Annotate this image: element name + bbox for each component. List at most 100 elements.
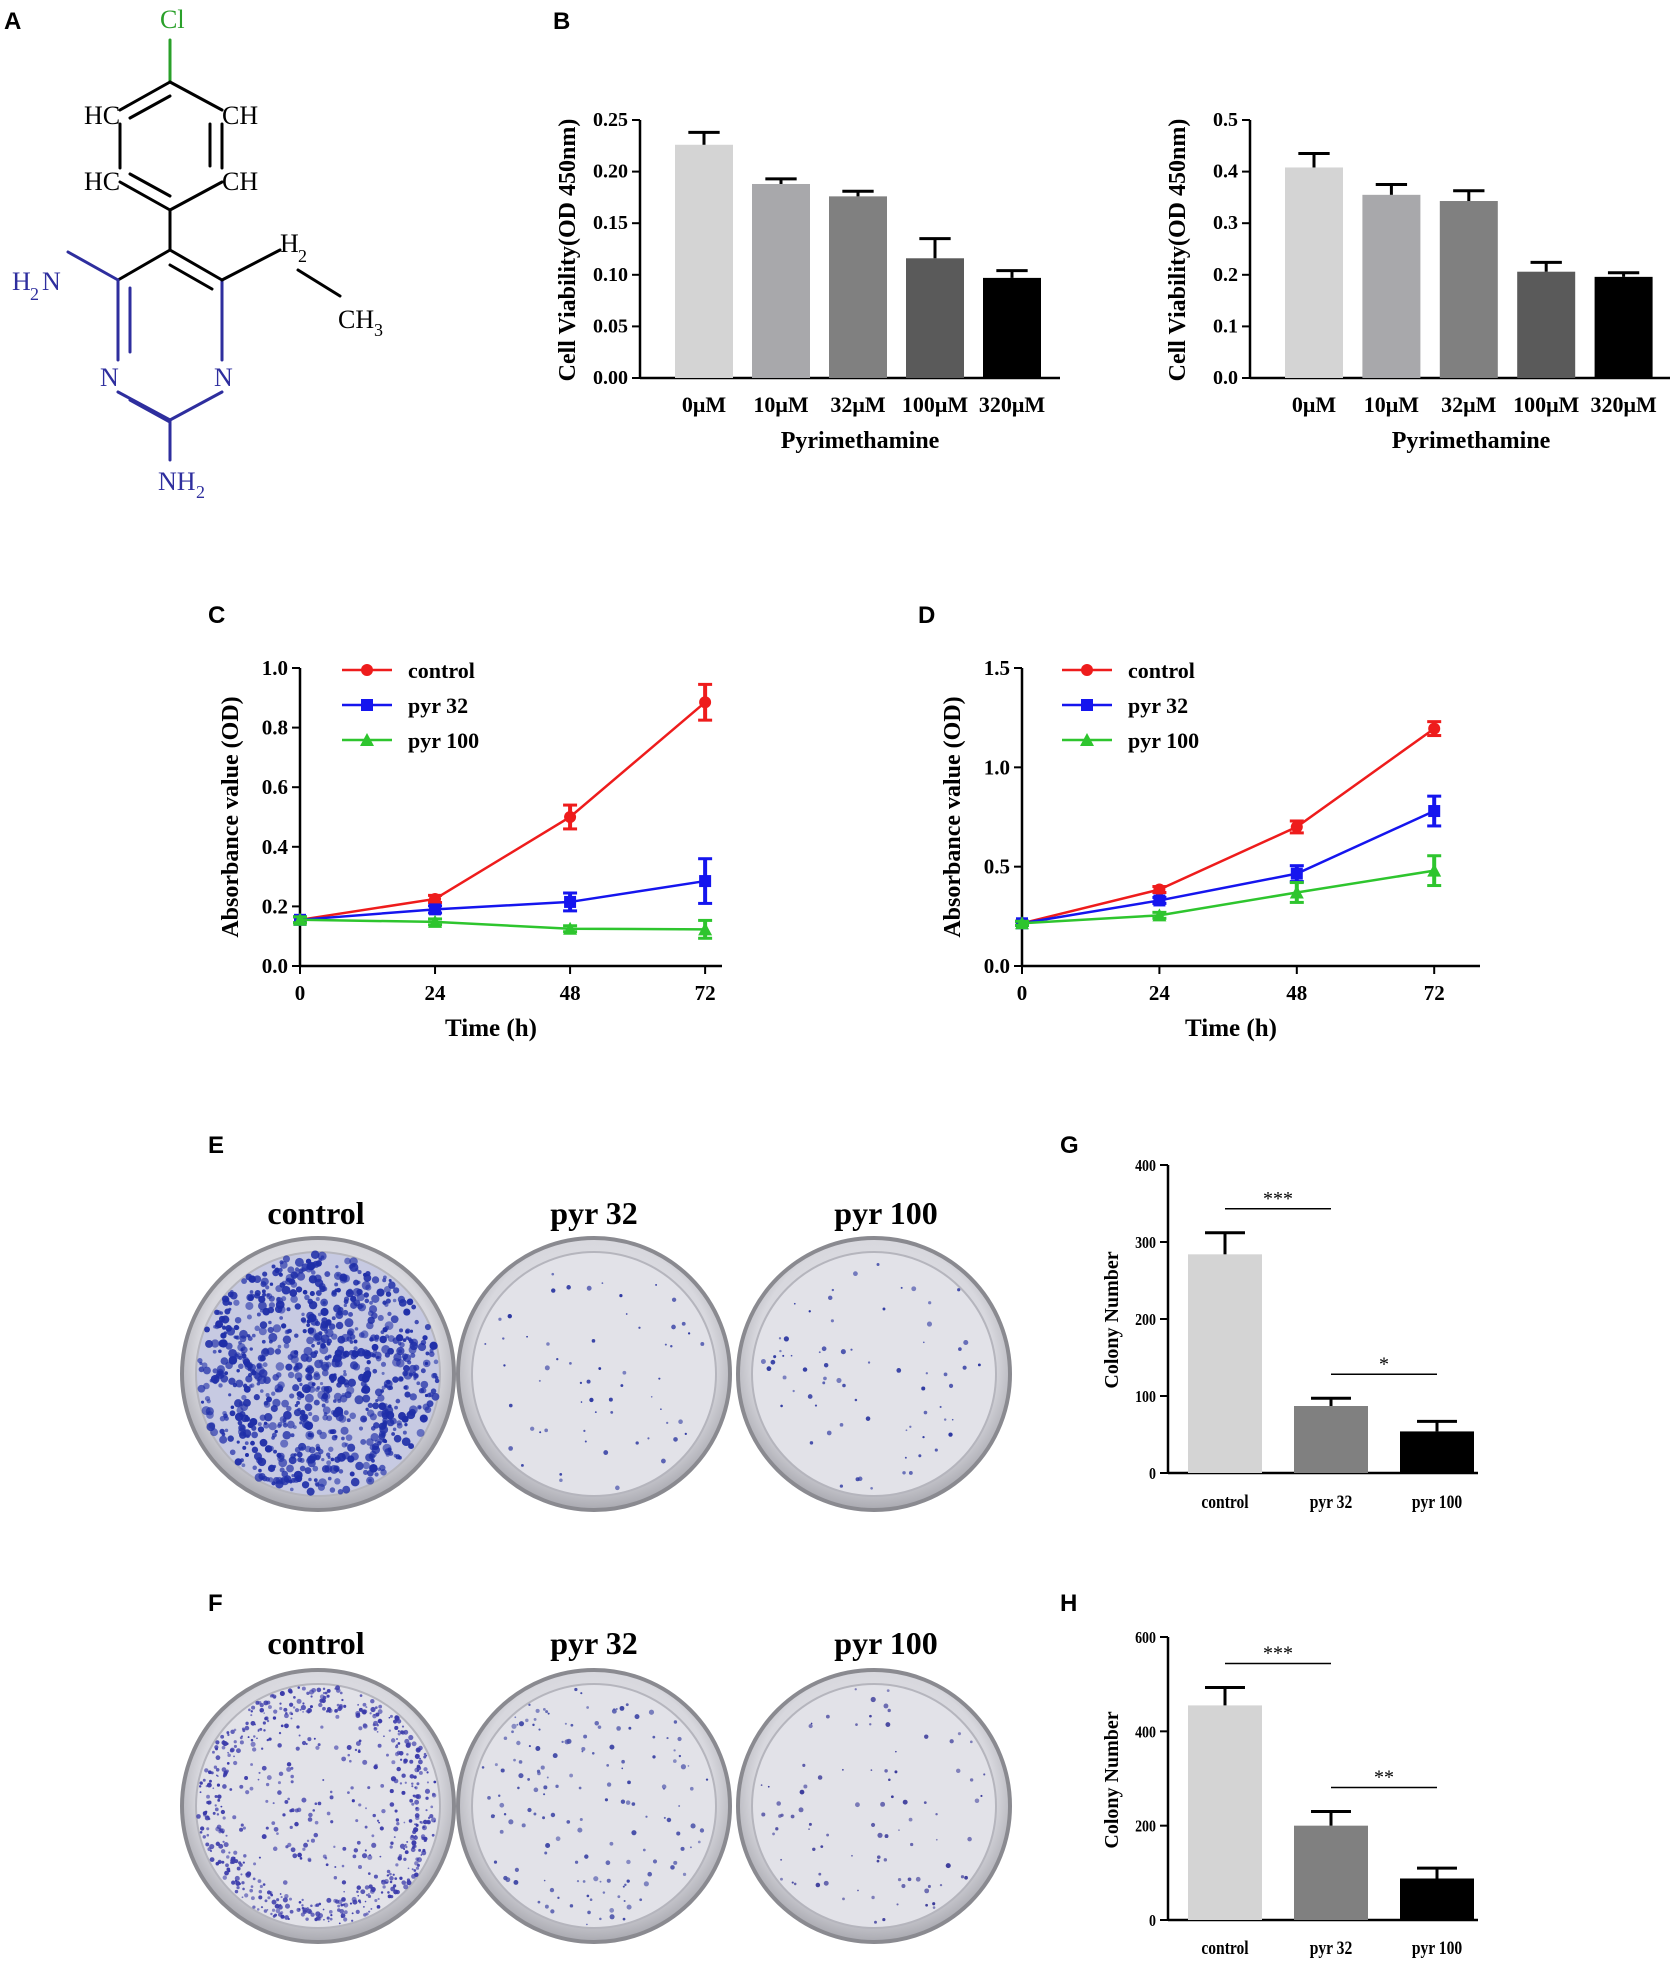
y-tick-label: 1.0 [262, 656, 288, 680]
series-line [1021, 809, 1435, 925]
y-tick-label: 200 [1135, 1311, 1156, 1330]
line-chart-d: 0.0 0.5 1.0 1.5 0 24 48 72 Time (h) Absorbance va… [940, 656, 1480, 1042]
bar [906, 258, 964, 378]
dish-label-e-pyr32: pyr 32 [550, 1195, 638, 1231]
x-tick-label: 0μM [682, 392, 726, 417]
x-tick-label: 24 [1149, 981, 1171, 1005]
y-axis-label: Absorbance value (OD) [218, 696, 244, 937]
panel-letter-f: F [208, 1590, 223, 1617]
legend-label: pyr 32 [408, 693, 468, 718]
y-tick-label: 0.00 [593, 367, 628, 389]
y-axis-label: Cell Viability(OD 450nm) [555, 119, 581, 382]
x-tick-label: 48 [1286, 981, 1307, 1005]
y-tick-label: 300 [1135, 1234, 1156, 1253]
y-tick-label: 0.3 [1213, 212, 1238, 234]
atom-nh2: NH [158, 467, 196, 496]
y-tick-label: 0 [1149, 1465, 1156, 1484]
data-point [1153, 894, 1166, 907]
x-axis-label: Pyrimethamine [1392, 428, 1551, 454]
x-tick-label: pyr 32 [1310, 1938, 1353, 1959]
dish-label-e-control: control [267, 1195, 365, 1231]
y-tick-label: 0.5 [984, 855, 1010, 879]
data-point [1427, 863, 1442, 877]
data-point [1080, 733, 1094, 746]
data-point [1428, 722, 1441, 735]
panel-letter-d: D [918, 602, 936, 629]
dish-label-e-pyr100: pyr 100 [834, 1195, 938, 1231]
data-point [360, 733, 374, 746]
y-tick-label: 0.1 [1213, 315, 1238, 337]
data-point [699, 875, 712, 888]
atom-ch-lower: CH [222, 167, 258, 196]
x-tick-label: 0μM [1292, 392, 1336, 417]
bar [1594, 276, 1653, 378]
legend-label: pyr 32 [1128, 693, 1188, 718]
significance-label: *** [1263, 1642, 1293, 1664]
y-tick-label: 0.4 [262, 835, 289, 859]
y-tick-label: 0.15 [593, 212, 628, 234]
bar [983, 277, 1041, 378]
data-point [1015, 916, 1029, 930]
y-tick-label: 0.20 [593, 161, 628, 183]
line-chart-c: 0.0 0.2 0.4 0.6 0.8 1.0 0 24 48 72 Time (h) Absorba… [218, 656, 722, 1042]
bar [1400, 1878, 1474, 1920]
panel-letter-g: G [1060, 1132, 1079, 1159]
atom-nh2-sub: 2 [196, 482, 205, 502]
data-point [1428, 805, 1441, 818]
x-tick-label: 0 [1017, 981, 1028, 1005]
bar [1400, 1431, 1474, 1473]
atom-n-left: N [100, 363, 119, 392]
bar [1188, 1254, 1262, 1473]
y-axis-label: Colony Number [1101, 1711, 1123, 1848]
atom-h2n: H [12, 267, 31, 296]
series-line [299, 701, 706, 922]
bar-chart-g: 0 100 200 300 400 control pyr 32 pyr 100 Colony … [1101, 1157, 1478, 1513]
dish-label-f-pyr100: pyr 100 [834, 1625, 938, 1661]
atom-h2-sub: 2 [298, 246, 307, 266]
y-tick-label: 400 [1135, 1723, 1156, 1742]
data-point [293, 912, 307, 926]
bar [1188, 1705, 1262, 1920]
y-tick-label: 0.8 [262, 716, 288, 740]
legend-label: pyr 100 [408, 728, 479, 753]
atom-h2n-n: N [42, 267, 61, 296]
y-tick-label: 0.0 [1213, 367, 1238, 389]
atom-ch3-sub: 3 [374, 320, 383, 340]
data-point [1290, 820, 1303, 833]
data-point [1153, 883, 1166, 896]
y-tick-label: 0.25 [593, 109, 628, 131]
y-tick-label: 0.2 [1213, 264, 1238, 286]
data-point [698, 922, 713, 936]
x-tick-label: 10μM [1364, 392, 1419, 417]
series-pyr-100 [1015, 854, 1442, 930]
y-tick-label: 400 [1135, 1157, 1156, 1176]
y-tick-label: 0.6 [262, 775, 288, 799]
x-tick-label: 0 [295, 981, 306, 1005]
x-tick-label: 10μM [753, 392, 808, 417]
atom-hc-upper: HC [84, 101, 120, 130]
x-tick-label: 72 [1424, 981, 1445, 1005]
data-point [428, 914, 443, 928]
x-axis-label: Time (h) [445, 1015, 537, 1042]
data-point [564, 811, 577, 823]
atom-h2n-sub: 2 [30, 284, 39, 304]
series-pyr-32 [293, 857, 713, 926]
x-tick-label: 48 [560, 981, 581, 1005]
significance-label: ** [1374, 1767, 1394, 1789]
significance-label: * [1379, 1353, 1389, 1375]
y-tick-label: 1.5 [984, 656, 1010, 680]
data-point [361, 699, 373, 711]
atom-n-right: N [214, 363, 233, 392]
data-point [1081, 664, 1093, 676]
dish-label-f-pyr32: pyr 32 [550, 1625, 638, 1661]
panel-letter-b: B [553, 8, 571, 35]
bar-chart-b-left: 0.00 0.05 0.10 0.15 0.20 0.25 0μM 10μM 32μM 100μM… [555, 109, 1060, 454]
y-axis-label: Absorbance value (OD) [940, 696, 966, 937]
x-tick-label: pyr 32 [1310, 1492, 1353, 1513]
x-axis-label: Time (h) [1185, 1015, 1277, 1042]
x-tick-label: pyr 100 [1412, 1492, 1463, 1513]
legend-label: control [1128, 658, 1195, 683]
y-tick-label: 200 [1135, 1817, 1156, 1836]
series-line [299, 918, 706, 931]
